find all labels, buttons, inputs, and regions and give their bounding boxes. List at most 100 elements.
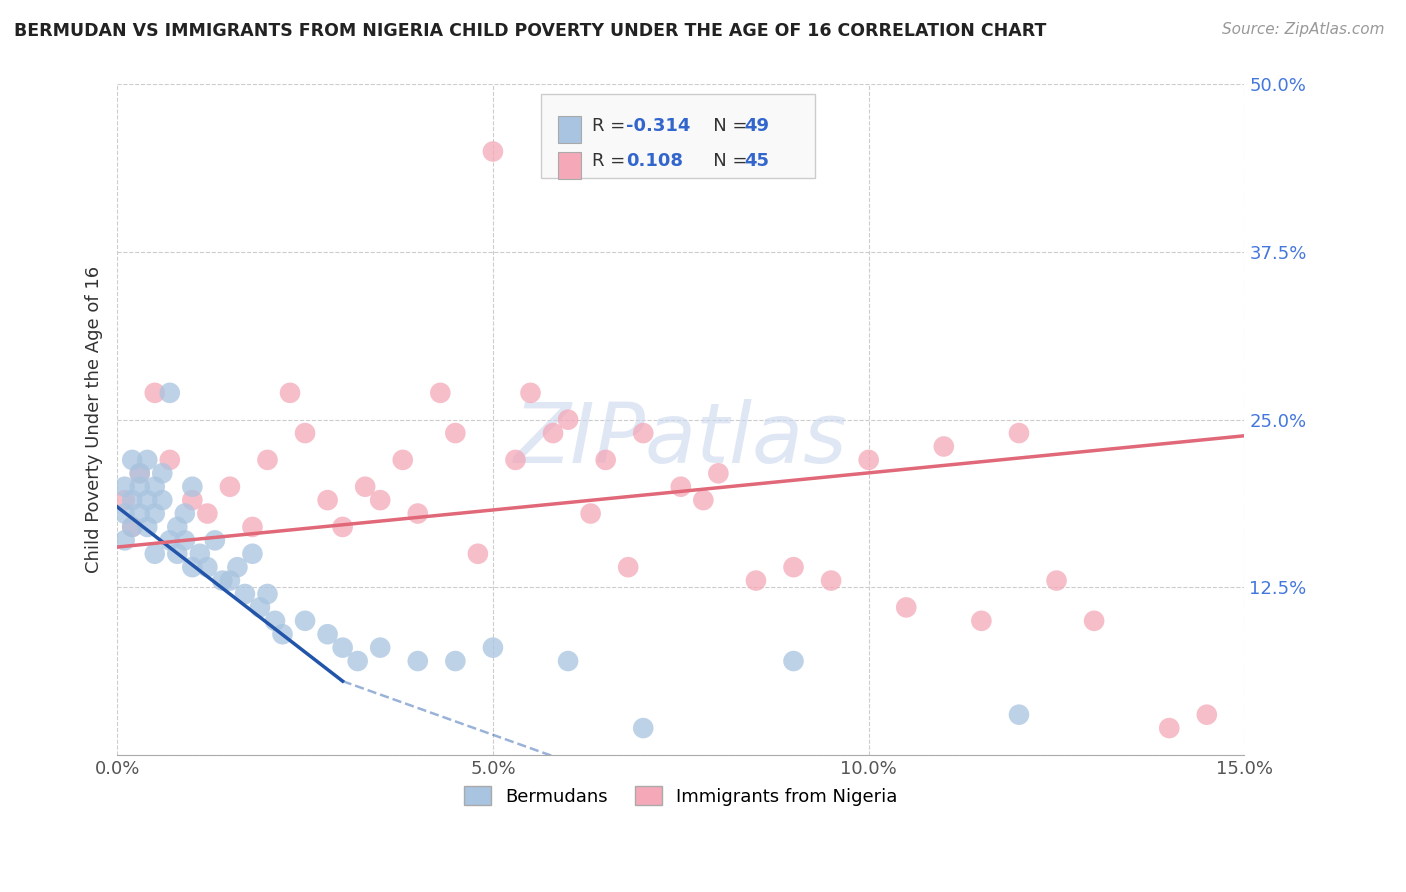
- Point: [406, 507, 429, 521]
- Point: [278, 385, 301, 400]
- Text: 45: 45: [744, 153, 769, 170]
- Point: [159, 385, 181, 400]
- Point: [519, 385, 541, 400]
- Point: [858, 453, 880, 467]
- Point: [136, 453, 159, 467]
- Point: [136, 520, 159, 534]
- Point: [820, 574, 842, 588]
- Point: [143, 507, 166, 521]
- Point: [541, 426, 564, 441]
- Legend: Bermudans, Immigrants from Nigeria: Bermudans, Immigrants from Nigeria: [457, 779, 905, 813]
- Point: [692, 493, 714, 508]
- Point: [557, 654, 579, 668]
- Point: [121, 520, 143, 534]
- Point: [166, 520, 188, 534]
- Point: [467, 547, 489, 561]
- Point: [204, 533, 226, 548]
- Point: [1008, 707, 1031, 722]
- Text: R =: R =: [592, 117, 631, 135]
- Point: [316, 627, 339, 641]
- Point: [505, 453, 527, 467]
- Point: [332, 640, 354, 655]
- Point: [271, 627, 294, 641]
- Point: [932, 440, 955, 454]
- Point: [128, 467, 150, 481]
- Point: [211, 574, 233, 588]
- Point: [173, 533, 195, 548]
- Point: [332, 520, 354, 534]
- Point: [1045, 574, 1067, 588]
- Point: [482, 145, 505, 159]
- Point: [256, 587, 278, 601]
- Point: [136, 493, 159, 508]
- Point: [188, 547, 211, 561]
- Point: [745, 574, 768, 588]
- Text: -0.314: -0.314: [626, 117, 690, 135]
- Point: [242, 547, 264, 561]
- Point: [242, 520, 264, 534]
- Text: N =: N =: [696, 153, 754, 170]
- Point: [406, 654, 429, 668]
- Point: [354, 480, 377, 494]
- Point: [368, 493, 391, 508]
- Point: [444, 426, 467, 441]
- Point: [264, 614, 287, 628]
- Point: [166, 547, 188, 561]
- Point: [226, 560, 249, 574]
- Point: [143, 385, 166, 400]
- Point: [233, 587, 256, 601]
- Point: [114, 493, 136, 508]
- Point: [121, 453, 143, 467]
- Point: [219, 574, 242, 588]
- Point: [368, 640, 391, 655]
- Text: 49: 49: [744, 117, 769, 135]
- Point: [782, 654, 804, 668]
- Point: [557, 412, 579, 426]
- Point: [159, 533, 181, 548]
- Point: [617, 560, 640, 574]
- Point: [195, 507, 218, 521]
- Point: [631, 721, 654, 735]
- Point: [114, 480, 136, 494]
- Point: [595, 453, 617, 467]
- Point: [181, 480, 204, 494]
- Text: 0.108: 0.108: [626, 153, 683, 170]
- Point: [195, 560, 218, 574]
- Point: [482, 640, 505, 655]
- Point: [294, 426, 316, 441]
- Text: N =: N =: [696, 117, 754, 135]
- Point: [150, 467, 173, 481]
- Point: [128, 467, 150, 481]
- Point: [128, 480, 150, 494]
- Point: [114, 533, 136, 548]
- Point: [669, 480, 692, 494]
- Point: [631, 426, 654, 441]
- Point: [782, 560, 804, 574]
- Point: [219, 480, 242, 494]
- Point: [579, 507, 602, 521]
- Point: [173, 507, 195, 521]
- Text: R =: R =: [592, 153, 637, 170]
- Point: [249, 600, 271, 615]
- Point: [346, 654, 368, 668]
- Point: [1195, 707, 1218, 722]
- Point: [128, 507, 150, 521]
- Point: [707, 467, 730, 481]
- Point: [114, 507, 136, 521]
- Point: [143, 547, 166, 561]
- Point: [896, 600, 918, 615]
- Point: [181, 493, 204, 508]
- Point: [316, 493, 339, 508]
- Text: Source: ZipAtlas.com: Source: ZipAtlas.com: [1222, 22, 1385, 37]
- Y-axis label: Child Poverty Under the Age of 16: Child Poverty Under the Age of 16: [86, 266, 103, 574]
- Point: [429, 385, 451, 400]
- Point: [1083, 614, 1105, 628]
- Point: [970, 614, 993, 628]
- Text: BERMUDAN VS IMMIGRANTS FROM NIGERIA CHILD POVERTY UNDER THE AGE OF 16 CORRELATIO: BERMUDAN VS IMMIGRANTS FROM NIGERIA CHIL…: [14, 22, 1046, 40]
- Text: ZIPatlas: ZIPatlas: [515, 400, 848, 480]
- Point: [391, 453, 413, 467]
- Point: [1008, 426, 1031, 441]
- Point: [150, 493, 173, 508]
- Point: [159, 453, 181, 467]
- Point: [256, 453, 278, 467]
